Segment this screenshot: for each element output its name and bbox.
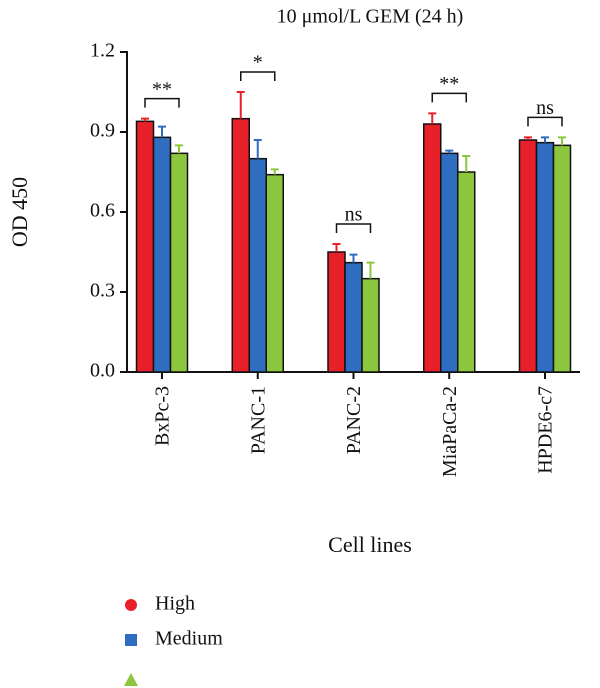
bar — [535, 141, 555, 373]
y-tick-label: 0.6 — [90, 200, 115, 222]
error-bar — [541, 136, 549, 143]
bar — [440, 152, 459, 373]
bar — [265, 173, 284, 373]
significance-label: * — [253, 52, 263, 74]
bar — [361, 277, 380, 373]
y-axis-label: OD 450 — [7, 177, 32, 247]
legend-marker — [124, 673, 138, 686]
error-bar — [524, 136, 532, 140]
error-bar — [253, 139, 262, 159]
x-axis-label: Cell lines — [328, 532, 412, 557]
y-tick-label: 0.3 — [90, 280, 115, 302]
bar — [248, 157, 267, 373]
bar — [457, 171, 476, 373]
significance-bracket — [335, 223, 372, 233]
error-bar — [445, 149, 454, 154]
error-bar — [175, 144, 183, 154]
legend-marker — [125, 634, 137, 646]
bar — [344, 261, 363, 373]
legend-label: High — [155, 593, 195, 615]
bar — [552, 144, 572, 373]
x-tick-label: BxPc-3 — [152, 386, 174, 446]
legend-marker — [125, 599, 137, 611]
significance-bracket — [527, 116, 563, 127]
y-tick-label: 1.2 — [90, 40, 115, 62]
significance-bracket — [144, 97, 180, 108]
error-bar — [462, 155, 471, 172]
significance-label: ** — [152, 78, 172, 100]
x-tick-label: PANC-2 — [343, 386, 365, 454]
legend-label: Medium — [155, 628, 223, 650]
bar — [169, 152, 189, 373]
error-bar — [349, 253, 358, 263]
error-bar — [270, 168, 279, 175]
bar — [327, 251, 346, 373]
error-bar — [332, 243, 341, 252]
significance-label: ** — [439, 73, 459, 95]
chart-title: 10 μmol/L GEM (24 h) — [277, 6, 464, 28]
error-bar — [236, 91, 245, 119]
error-bar — [366, 261, 375, 279]
y-tick-label: 0.9 — [90, 120, 115, 142]
bar — [135, 120, 155, 373]
bar — [152, 136, 172, 373]
x-tick-label: MiaPaCa-2 — [439, 386, 461, 477]
error-bar — [158, 125, 166, 138]
significance-bracket — [240, 71, 276, 81]
significance-label: ns — [536, 97, 554, 119]
bar — [231, 117, 250, 373]
y-tick-label: 0.0 — [90, 360, 115, 382]
error-bar — [428, 112, 437, 124]
x-tick-label: HPDE6-c7 — [535, 386, 557, 474]
x-tick-label: PANC-1 — [247, 386, 269, 454]
error-bar — [141, 117, 149, 122]
bar — [423, 123, 442, 373]
significance-bracket — [431, 92, 467, 103]
error-bar — [558, 136, 566, 146]
significance-label: ns — [345, 204, 363, 226]
bar — [518, 139, 538, 373]
